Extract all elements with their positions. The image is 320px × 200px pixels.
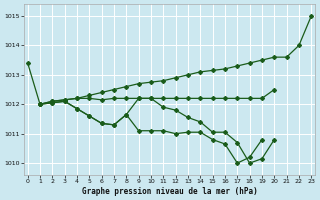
X-axis label: Graphe pression niveau de la mer (hPa): Graphe pression niveau de la mer (hPa) bbox=[82, 187, 257, 196]
